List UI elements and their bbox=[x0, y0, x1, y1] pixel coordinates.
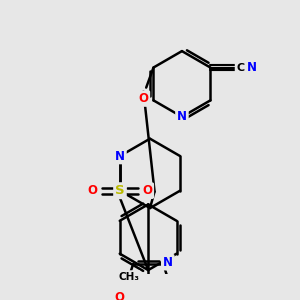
Text: C: C bbox=[236, 62, 244, 73]
Text: N: N bbox=[163, 256, 173, 269]
Text: N: N bbox=[246, 61, 256, 74]
Text: O: O bbox=[139, 92, 148, 105]
Text: O: O bbox=[88, 184, 98, 197]
Text: O: O bbox=[114, 291, 124, 300]
Text: O: O bbox=[142, 184, 152, 197]
Text: CH₃: CH₃ bbox=[118, 272, 139, 282]
Text: N: N bbox=[115, 149, 125, 163]
Text: S: S bbox=[115, 184, 125, 197]
Text: N: N bbox=[177, 110, 187, 123]
